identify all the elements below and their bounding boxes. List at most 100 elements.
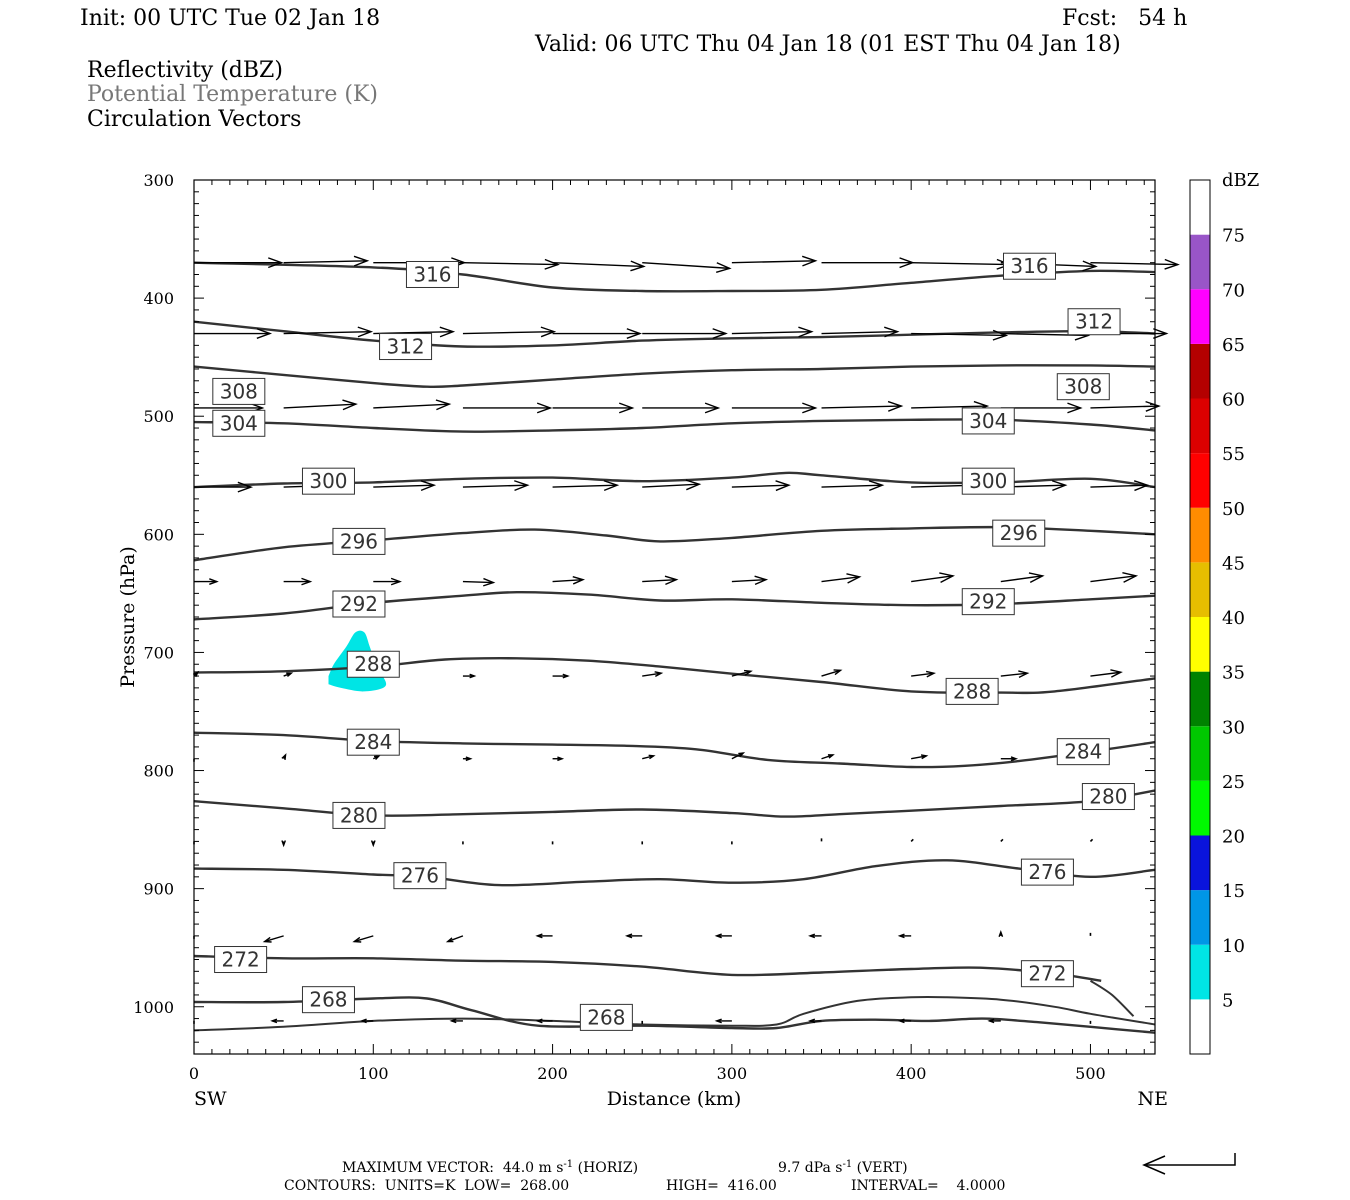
contour-label-276: 276 <box>1028 860 1066 884</box>
vector-shaft <box>1090 484 1148 488</box>
y-tick-label: 300 <box>143 171 174 190</box>
colorbar-level-label: 70 <box>1222 280 1245 301</box>
colorbar-level-label: 50 <box>1222 499 1245 520</box>
circulation-vectors <box>192 255 1180 1024</box>
vector-head <box>1164 258 1180 270</box>
vector-head <box>712 328 728 339</box>
circulation-vector <box>462 577 496 587</box>
circulation-vector <box>552 756 565 762</box>
colorbar-level-label: 30 <box>1222 717 1245 738</box>
circulation-vector <box>821 326 900 338</box>
colorbar-swatch <box>1190 289 1210 344</box>
contour-label-box <box>992 519 1046 547</box>
theta-contour-276 <box>193 859 1156 887</box>
vector-head <box>998 930 1004 938</box>
circulation-vector <box>911 258 1013 270</box>
plot-area: 316 316 312 312 308 308 304 304 300 300 296 296 292 2… <box>133 171 1180 1083</box>
contour-label-box <box>212 409 266 437</box>
vector-shaft <box>354 935 374 943</box>
theta-contour-308 <box>193 364 1156 389</box>
contour-label-box <box>214 946 268 974</box>
vector-head <box>939 572 955 584</box>
circulation-vector <box>552 575 586 585</box>
circulation-vector <box>998 930 1004 938</box>
theta-contour-312 <box>193 320 1156 348</box>
colorbar-title: dBZ <box>1222 170 1259 191</box>
vector-head <box>1010 756 1019 762</box>
contour-label-308: 308 <box>220 379 258 403</box>
vector-head <box>562 673 570 679</box>
vector-head <box>1067 402 1083 414</box>
colorbar-swatch <box>1190 671 1210 727</box>
circulation-vector <box>552 480 620 492</box>
vector-head <box>192 670 200 678</box>
dbz-colorbar: 5 10 15 20 25 30 35 40 45 50 55 60 65 70 75 <box>1189 179 1245 1055</box>
colorbar-level-label: 75 <box>1222 226 1245 247</box>
vector-head <box>1153 328 1169 339</box>
contour-label-box <box>579 1003 633 1031</box>
vector-shaft <box>642 261 730 270</box>
colorbar-level-label: 45 <box>1222 553 1245 574</box>
vector-shaft <box>821 484 883 488</box>
vector-head <box>237 481 254 493</box>
theta-contour-segment <box>193 995 1156 1032</box>
vector-head <box>270 1018 278 1024</box>
vector-head <box>535 1018 543 1024</box>
circulation-vector <box>821 480 885 492</box>
circulation-vector <box>1090 400 1161 412</box>
vector-head <box>685 479 702 491</box>
circulation-vector <box>462 326 557 338</box>
vector-shaft <box>642 483 700 488</box>
field-label-theta: Potential Temperature (K) <box>87 82 378 107</box>
colorbar-swatch <box>1190 507 1210 563</box>
circulation-vector <box>462 756 473 762</box>
vector-head <box>1110 669 1123 678</box>
circulation-vector <box>283 326 374 338</box>
contour-label-box <box>1081 783 1135 811</box>
colorbar-swatch <box>1190 617 1210 672</box>
vector-head <box>664 575 679 586</box>
circulation-vector <box>283 255 370 267</box>
vector-head <box>1145 400 1161 412</box>
contour-label-288: 288 <box>953 679 991 703</box>
vector-head <box>887 400 904 412</box>
vector-head <box>544 258 560 270</box>
vector-head <box>439 326 456 338</box>
contour-label-300: 300 <box>309 469 347 493</box>
x-tick-label: 200 <box>537 1064 568 1083</box>
circulation-vector <box>808 933 822 939</box>
vector-head <box>868 480 885 492</box>
contour-label-box <box>393 862 447 890</box>
vector-head <box>827 754 835 759</box>
vector-shaft <box>911 575 954 583</box>
vector-head <box>445 937 454 943</box>
vector-shaft <box>1090 261 1178 266</box>
circulation-vector <box>462 402 553 414</box>
vector-head <box>256 328 273 339</box>
circulation-vector <box>283 577 313 586</box>
vector-head <box>801 255 818 267</box>
circulation-vector <box>714 1018 732 1024</box>
circulation-vector <box>1089 838 1094 842</box>
circulation-vector <box>642 402 721 414</box>
circulation-vector <box>270 1018 284 1024</box>
vector-head <box>540 326 557 338</box>
vector-stub <box>910 838 914 842</box>
vector-head <box>987 1018 995 1024</box>
circulation-vector <box>194 328 273 339</box>
vector-head <box>359 1018 367 1024</box>
circulation-vector <box>552 260 646 272</box>
circulation-vector <box>642 754 656 760</box>
contour-label-box <box>379 333 433 361</box>
circulation-vector <box>910 838 914 842</box>
x-end-label-ne: NE <box>1138 1088 1169 1110</box>
contour-label-304: 304 <box>969 409 1007 433</box>
contour-label-316: 316 <box>1010 254 1048 278</box>
circulation-vector <box>731 480 791 492</box>
colorbar-swatch <box>1190 234 1210 290</box>
colorbar-level-label: 15 <box>1222 881 1245 902</box>
circulation-vector <box>194 481 254 493</box>
circulation-vector <box>1090 258 1180 270</box>
vector-stub <box>1089 838 1094 842</box>
vector-head <box>802 402 818 414</box>
